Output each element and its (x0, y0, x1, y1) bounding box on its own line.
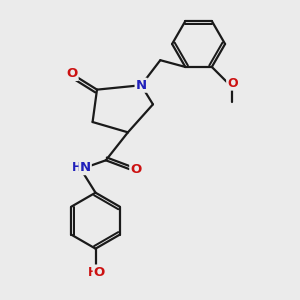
Text: O: O (130, 163, 142, 176)
Text: O: O (66, 67, 78, 80)
Text: N: N (80, 161, 91, 174)
Text: N: N (136, 79, 147, 92)
Text: O: O (227, 76, 238, 90)
Text: H: H (88, 266, 98, 279)
Text: O: O (94, 266, 105, 279)
Text: H: H (71, 161, 81, 174)
